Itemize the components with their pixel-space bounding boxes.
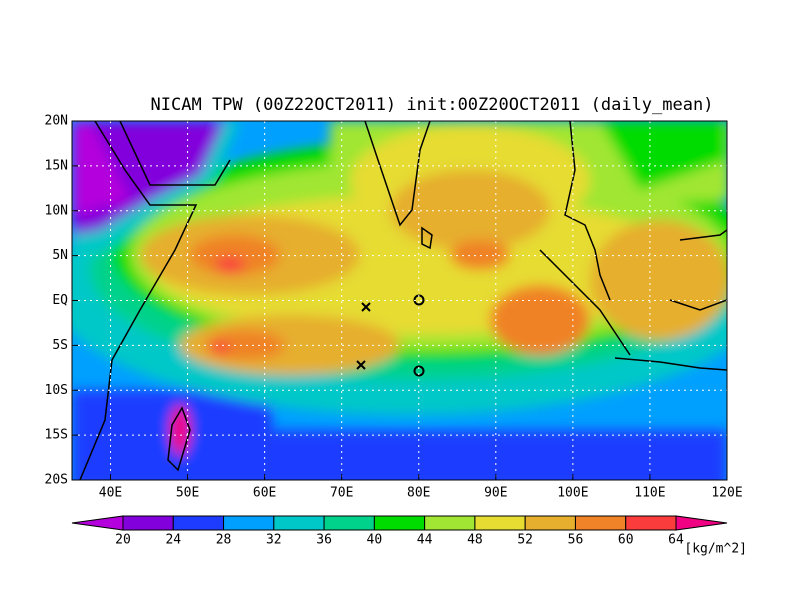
colorbar-box [223, 515, 275, 531]
colorbar-low-triangle [71, 515, 124, 531]
lat-tick-label: 10N [45, 203, 68, 218]
lon-tick-label: 60E [253, 486, 276, 501]
tpw-field [72, 121, 727, 480]
colorbar-box [172, 515, 225, 531]
lat-tick-label: 5N [52, 248, 68, 263]
colorbar-label: 56 [568, 533, 584, 548]
lon-tick-label: 120E [711, 486, 742, 501]
colorbar-label: 44 [417, 533, 433, 548]
map-title: NICAM TPW (00Z22OCT2011) init:00Z20OCT20… [151, 95, 714, 115]
colorbar-label: 48 [467, 533, 483, 548]
colorbar-box [122, 515, 174, 531]
colorbar-label: 52 [517, 533, 533, 548]
lon-tick-label: 110E [634, 486, 665, 501]
lon-tick-label: 80E [407, 486, 430, 501]
lat-tick-label: 5S [52, 338, 68, 353]
colorbar-label: 28 [216, 533, 232, 548]
lon-tick-label: 50E [176, 486, 199, 501]
colorbar-box [323, 515, 375, 531]
colorbar-box [474, 515, 526, 531]
lon-tick-label: 100E [557, 486, 588, 501]
colorbar-label: 64 [668, 533, 684, 548]
lat-tick-label: 10S [45, 383, 68, 398]
lon-tick-label: 70E [330, 486, 353, 501]
colorbar-box [373, 515, 426, 531]
coastlines [79, 121, 727, 480]
colorbar-box [273, 515, 325, 531]
colorbar-label: 36 [316, 533, 332, 548]
colorbar-box [625, 515, 677, 531]
lat-tick-label: 15S [45, 428, 68, 443]
colorbar-label: 20 [115, 533, 131, 548]
colorbar-label: 40 [367, 533, 383, 548]
lon-tick-label: 40E [99, 486, 122, 501]
colorbar-label: 24 [165, 533, 181, 548]
map-frame [71, 120, 728, 481]
colorbar-box [574, 515, 627, 531]
colorbar-label: 32 [266, 533, 282, 548]
lat-tick-label: 20S [45, 473, 68, 488]
colorbar: 20 24 28 32 36 40 44 48 52 56 60 64 [71, 515, 728, 548]
colorbar-box [524, 515, 576, 531]
colorbar-box [424, 515, 476, 531]
colorbar-high-triangle [675, 515, 728, 531]
colorbar-unit: [kg/m^2] [684, 542, 747, 557]
lat-tick-label: EQ [52, 293, 68, 308]
lat-tick-label: 20N [45, 114, 68, 129]
lon-tick-label: 90E [484, 486, 507, 501]
colorbar-label: 60 [618, 533, 634, 548]
lat-tick-label: 15N [45, 158, 68, 173]
